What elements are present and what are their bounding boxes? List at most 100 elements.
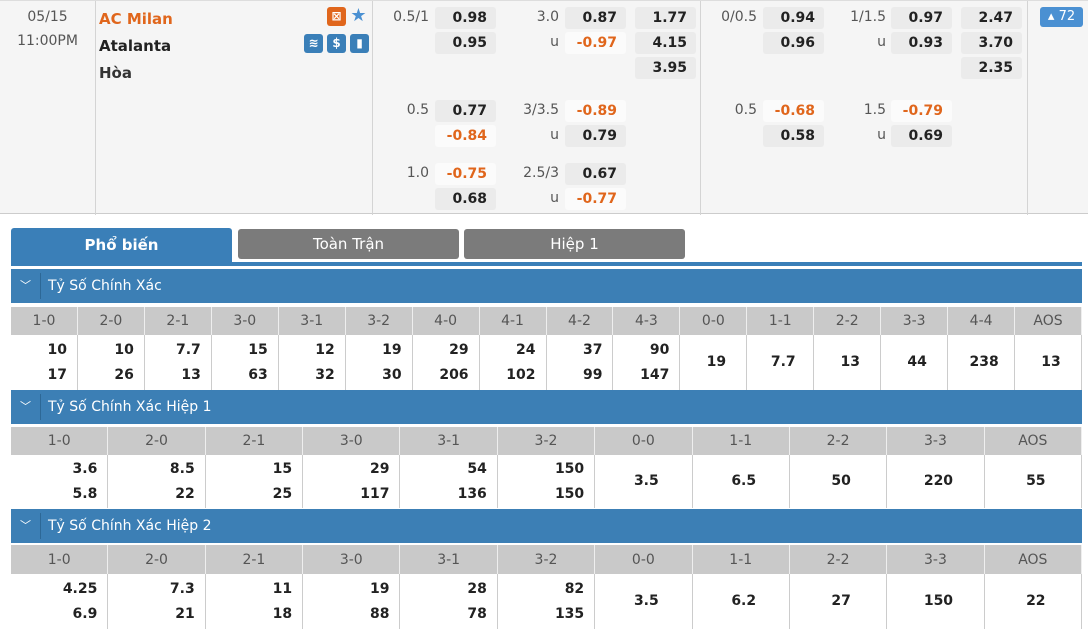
odds-cell[interactable]: -0.79 (891, 100, 952, 122)
odds-value[interactable]: 90 (649, 341, 670, 358)
star-icon[interactable]: ★ (350, 5, 367, 26)
odds-value[interactable]: 13 (840, 354, 860, 370)
odds-value[interactable]: 29 (449, 341, 469, 358)
chevron-down-icon[interactable]: ﹀ (11, 273, 41, 299)
away-team[interactable]: Atalanta (99, 37, 172, 55)
odds-cell[interactable]: -0.97 (565, 32, 626, 54)
odds-value[interactable]: 206 (439, 366, 469, 383)
odds-value[interactable]: 22 (1026, 593, 1046, 609)
odds-cell-1x2[interactable]: 2.47 (961, 7, 1022, 29)
field-icon[interactable]: ⊠ (327, 7, 346, 26)
odds-value[interactable]: 21 (175, 605, 195, 622)
odds-cell[interactable]: 0.77 (435, 100, 496, 122)
odds-cell[interactable]: 0.79 (565, 125, 626, 147)
odds-value[interactable]: 18 (272, 605, 293, 622)
odds-value[interactable]: 7.7 (176, 341, 201, 358)
odds-value[interactable]: 27 (831, 593, 851, 609)
odds-value[interactable]: 25 (272, 485, 293, 502)
odds-value[interactable]: 19 (382, 341, 402, 358)
odds-value[interactable]: 82 (564, 580, 585, 597)
odds-value[interactable]: 150 (554, 460, 585, 477)
odds-value[interactable]: 29 (369, 460, 390, 477)
odds-value[interactable]: 24 (516, 341, 536, 358)
odds-value[interactable]: 136 (457, 485, 487, 502)
odds-cell[interactable]: -0.77 (565, 188, 626, 210)
odds-value[interactable]: 4.25 (62, 580, 98, 597)
tab-first-half[interactable]: Hiệp 1 (464, 229, 685, 259)
odds-value[interactable]: 10 (47, 341, 67, 358)
odds-value[interactable]: 10 (114, 341, 134, 358)
odds-cell-1x2[interactable]: 3.70 (961, 32, 1022, 54)
odds-value[interactable]: 28 (467, 580, 487, 597)
odds-cell[interactable]: 0.87 (565, 7, 626, 29)
odds-cell[interactable]: -0.68 (763, 100, 824, 122)
odds-value[interactable]: 55 (1026, 473, 1046, 489)
section-header[interactable]: ﹀ Tỷ Số Chính Xác Hiệp 1 (11, 390, 1082, 424)
odds-value[interactable]: 6.5 (731, 473, 757, 489)
odds-cell[interactable]: 0.96 (763, 32, 824, 54)
odds-value[interactable]: 7.3 (169, 580, 195, 597)
odds-cell[interactable]: -0.89 (565, 100, 626, 122)
odds-value[interactable]: 13 (181, 366, 201, 383)
odds-cell[interactable]: 0.95 (435, 32, 496, 54)
odds-cell[interactable]: -0.75 (435, 163, 496, 185)
odds-cell[interactable]: 0.94 (763, 7, 824, 29)
chevron-down-icon[interactable]: ﹀ (11, 394, 41, 420)
odds-value[interactable]: 5.8 (72, 485, 98, 502)
odds-cell[interactable]: 0.67 (565, 163, 626, 185)
odds-value[interactable]: 3.5 (633, 473, 659, 489)
stats-icon[interactable]: ▮ (350, 34, 369, 53)
odds-value[interactable]: 19 (369, 580, 390, 597)
odds-value[interactable]: 15 (272, 460, 293, 477)
tab-popular[interactable]: Phổ biến (11, 228, 232, 264)
section-header[interactable]: ﹀ Tỷ Số Chính Xác Hiệp 2 (11, 509, 1082, 543)
odds-value[interactable]: 6.9 (72, 605, 98, 622)
odds-value[interactable]: 17 (47, 366, 67, 383)
odds-value[interactable]: 13 (1041, 354, 1061, 370)
odds-value[interactable]: 63 (248, 366, 268, 383)
odds-cell[interactable]: -0.84 (435, 125, 496, 147)
odds-value[interactable]: 135 (554, 605, 585, 622)
section-header[interactable]: ﹀ Tỷ Số Chính Xác (11, 269, 1082, 303)
odds-value[interactable]: 54 (467, 460, 487, 477)
odds-value[interactable]: 15 (248, 341, 268, 358)
odds-value[interactable]: 22 (175, 485, 195, 502)
odds-value[interactable]: 32 (315, 366, 335, 383)
odds-cell[interactable]: 0.97 (891, 7, 952, 29)
odds-value[interactable]: 150 (923, 593, 954, 609)
odds-cell[interactable]: 0.58 (763, 125, 824, 147)
chevron-down-icon[interactable]: ﹀ (11, 513, 41, 539)
odds-value[interactable]: 19 (706, 354, 727, 370)
odds-value[interactable]: 8.5 (169, 460, 195, 477)
odds-cell[interactable]: 0.69 (891, 125, 952, 147)
odds-value[interactable]: 12 (315, 341, 335, 358)
odds-cell-1x2[interactable]: 4.15 (635, 32, 696, 54)
odds-value[interactable]: 7.7 (770, 354, 796, 370)
lineup-icon[interactable]: ≋ (304, 34, 323, 53)
odds-value[interactable]: 150 (554, 485, 585, 502)
odds-cell[interactable]: 0.68 (435, 188, 496, 210)
odds-cell[interactable]: 0.98 (435, 7, 496, 29)
odds-cell-1x2[interactable]: 2.35 (961, 57, 1022, 79)
more-markets-button[interactable]: ▴ 72 (1040, 7, 1083, 27)
odds-value[interactable]: 3.6 (72, 460, 98, 477)
odds-value[interactable]: 44 (907, 354, 927, 370)
odds-value[interactable]: 88 (369, 605, 390, 622)
odds-value[interactable]: 78 (467, 605, 487, 622)
odds-cell-1x2[interactable]: 1.77 (635, 7, 696, 29)
odds-value[interactable]: 6.2 (731, 593, 757, 609)
odds-value[interactable]: 117 (360, 485, 390, 502)
odds-cell-1x2[interactable]: 3.95 (635, 57, 696, 79)
odds-value[interactable]: 102 (506, 366, 536, 383)
odds-value[interactable]: 11 (272, 580, 293, 597)
odds-value[interactable]: 26 (114, 366, 134, 383)
odds-value[interactable]: 50 (831, 473, 851, 489)
odds-value[interactable]: 3.5 (633, 593, 659, 609)
home-team[interactable]: AC Milan (99, 10, 173, 28)
odds-cell[interactable]: 0.93 (891, 32, 952, 54)
tab-full-time[interactable]: Toàn Trận (238, 229, 459, 259)
odds-value[interactable]: 99 (582, 366, 603, 383)
dollar-icon[interactable]: $ (327, 34, 346, 53)
odds-value[interactable]: 37 (582, 341, 603, 358)
odds-value[interactable]: 30 (382, 366, 402, 383)
